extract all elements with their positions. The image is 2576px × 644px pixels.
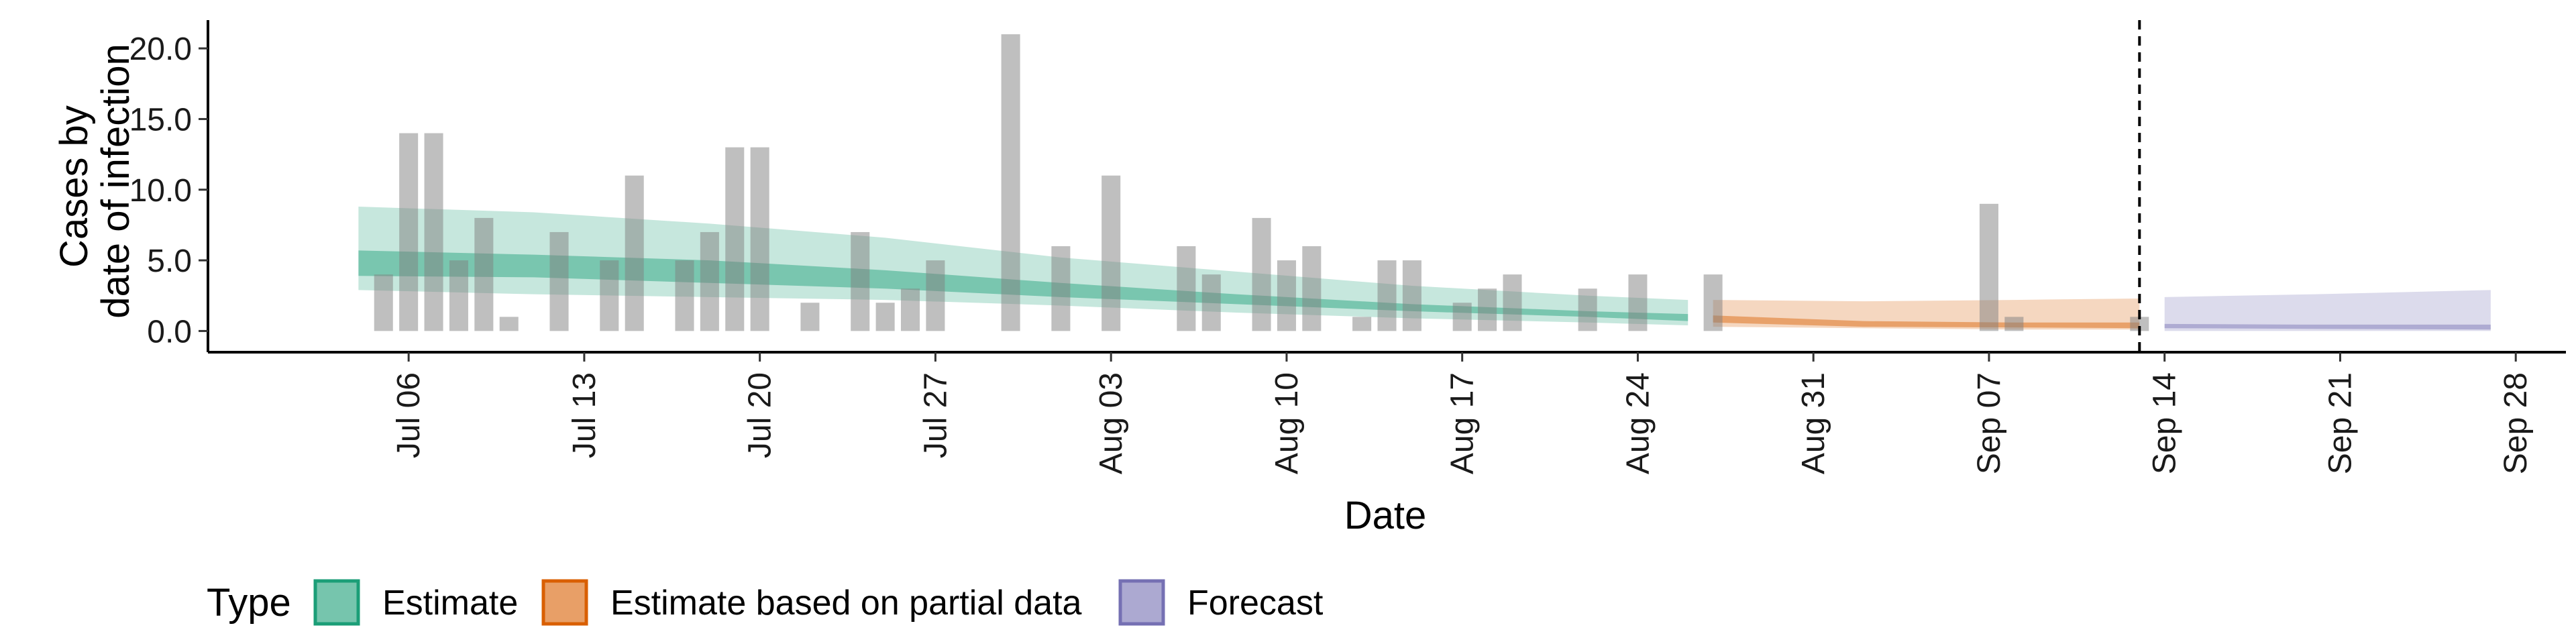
x-tick-label: Jul 06 — [391, 372, 427, 458]
legend-key — [313, 579, 360, 626]
y-axis-ticks: 0.0 5.0 10.0 15.0 20.0 — [129, 32, 208, 350]
case-bar — [725, 147, 745, 331]
y-tick-label: 15.0 — [129, 102, 192, 138]
case-bar — [1051, 246, 1071, 331]
case-bar — [800, 303, 820, 331]
x-tick-label: Aug 10 — [1269, 372, 1305, 474]
y-axis-title-line-2: date of infection — [94, 44, 138, 319]
band-50-series-2 — [2164, 323, 2491, 330]
legend-label: Estimate — [382, 584, 518, 623]
case-bar — [1478, 288, 1497, 331]
case-bar — [1302, 246, 1322, 331]
x-tick-label: Sep 14 — [2147, 372, 2183, 474]
case-bar — [1377, 260, 1397, 331]
legend-title: Type — [207, 581, 291, 625]
x-axis-ticks: Jul 06 Jul 13 Jul 20 Jul 27 Aug 03 Aug 10 Aug … — [391, 352, 2534, 474]
case-bar — [926, 260, 945, 331]
case-bar — [1452, 303, 1472, 331]
case-bar — [600, 260, 619, 331]
y-tick-label: 10.0 — [129, 173, 192, 209]
case-bar — [374, 274, 393, 331]
legend-label: Estimate based on partial data — [610, 584, 1082, 623]
band-50-series-1 — [1713, 315, 2140, 329]
case-bar — [700, 231, 719, 331]
legend-label: Forecast — [1187, 584, 1324, 623]
case-bar — [750, 147, 769, 331]
x-tick-label: Sep 21 — [2322, 372, 2358, 474]
legend-key — [541, 579, 588, 626]
case-bar — [399, 133, 419, 331]
case-bar — [1102, 175, 1121, 331]
y-axis-title-line-1: Cases by — [52, 105, 96, 268]
y-tick-label: 20.0 — [129, 32, 192, 67]
case-bar — [625, 175, 644, 331]
axes — [207, 20, 2566, 354]
case-bar — [1352, 317, 1372, 331]
case-bar — [675, 260, 694, 331]
case-bar — [1277, 260, 1296, 331]
case-bars — [374, 34, 2149, 331]
case-bar — [549, 231, 569, 331]
case-bar — [1201, 274, 1221, 331]
case-bar — [900, 288, 920, 331]
x-tick-label: Aug 24 — [1620, 372, 1656, 474]
x-tick-label: Jul 13 — [567, 372, 602, 458]
band-90-series-1 — [1713, 298, 2140, 330]
case-bar — [1703, 274, 1723, 331]
x-tick-label: Jul 20 — [743, 372, 778, 458]
case-bar — [851, 231, 870, 331]
x-tick-label: Aug 17 — [1445, 372, 1481, 474]
case-bar — [875, 303, 895, 331]
case-bar — [2004, 317, 2024, 331]
case-bar — [1402, 260, 1421, 331]
x-tick-label: Aug 31 — [1796, 372, 1831, 474]
case-bar — [449, 260, 468, 331]
case-bar — [1628, 274, 1648, 331]
legend-key — [1118, 579, 1165, 626]
case-bar — [1578, 288, 1597, 331]
case-bar — [1252, 217, 1271, 331]
case-bar — [1979, 203, 1998, 331]
case-bar — [1177, 246, 1196, 331]
x-axis-title: Date — [1344, 494, 1427, 537]
case-bar — [474, 217, 494, 331]
case-bar — [1503, 274, 1522, 331]
x-tick-label: Sep 28 — [2498, 372, 2534, 474]
x-tick-label: Jul 27 — [918, 372, 953, 458]
legend: Type Estimate Estimate based on partial d… — [207, 579, 1324, 626]
legend-items: Estimate Estimate based on partial data Fo… — [313, 579, 1324, 626]
case-bar — [424, 133, 443, 331]
case-bar — [2130, 317, 2149, 331]
band-90-series-2 — [2164, 290, 2491, 331]
x-tick-label: Sep 07 — [1972, 372, 2007, 474]
y-tick-label: 5.0 — [147, 244, 192, 279]
case-bar — [499, 317, 519, 331]
y-axis-title: Cases by date of infection — [52, 44, 138, 319]
y-tick-label: 0.0 — [147, 314, 192, 350]
x-tick-label: Aug 03 — [1093, 372, 1129, 474]
case-bar — [1001, 34, 1020, 331]
